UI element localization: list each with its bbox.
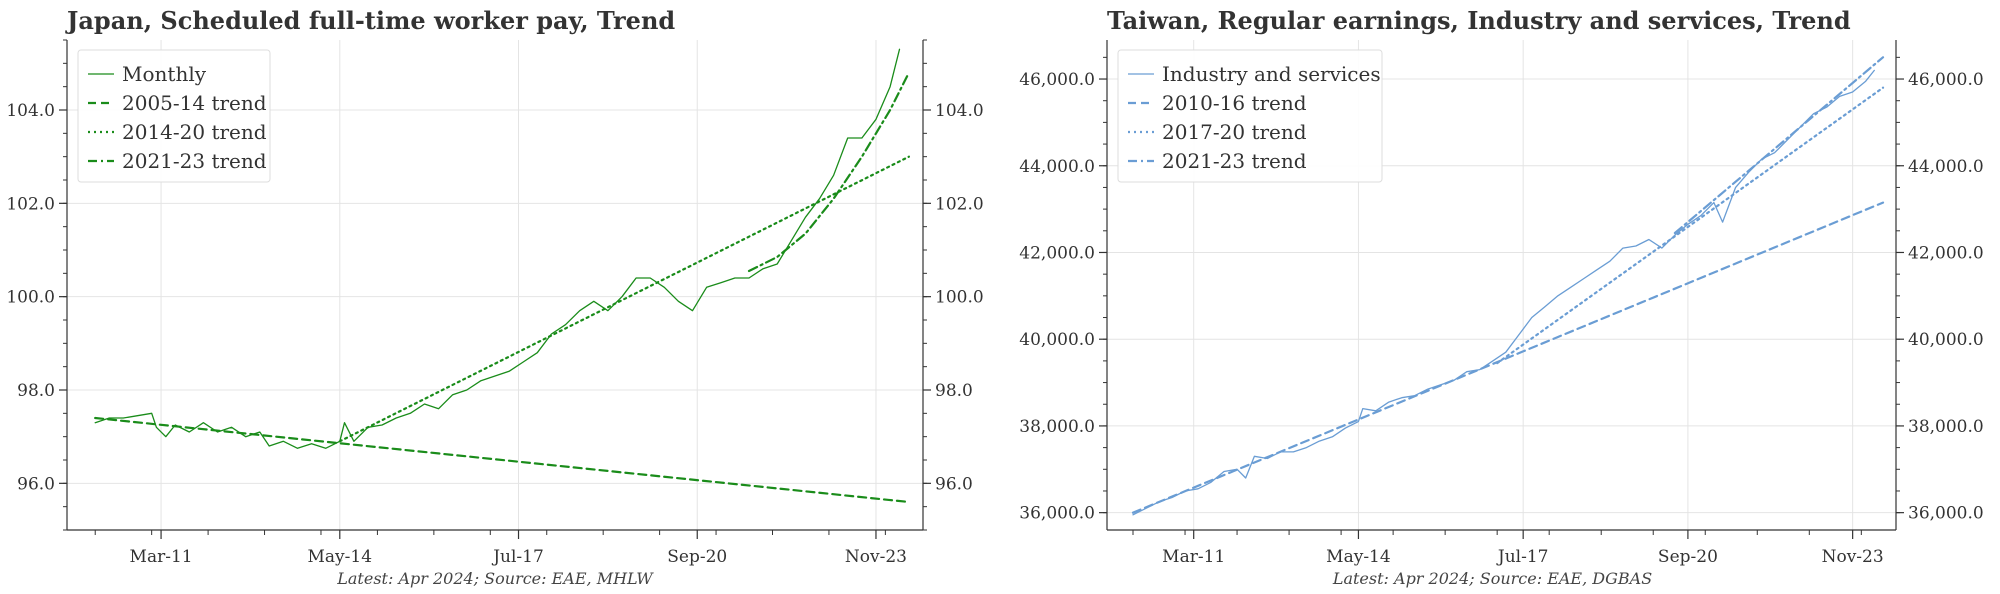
chart-title: Japan, Scheduled full-time worker pay, T… — [67, 6, 676, 35]
axes: 36,000.0 36,000.0 38,000.0 38,000.0 40,000.0… — [1019, 40, 1984, 567]
y-tick-label-left: 98.0 — [17, 381, 55, 401]
chart-caption: Latest: Apr 2024; Source: EAE, MHLW — [337, 569, 653, 588]
series-line-dashdot — [1673, 56, 1885, 235]
x-tick-label: Nov-23 — [845, 547, 907, 567]
y-tick-label-right: 98.0 — [935, 381, 973, 401]
series-line-dashed — [1131, 201, 1885, 514]
y-tick-label-left: 104.0 — [6, 101, 55, 121]
legend-box — [1117, 49, 1383, 183]
y-tick-label-left: 100.0 — [6, 288, 55, 308]
x-tick-label: Jul-17 — [491, 547, 544, 567]
chart-panel-taiwan: Taiwan, Regular earnings, Industry and s… — [1000, 0, 2000, 594]
y-tick-label-right: 100.0 — [935, 288, 984, 308]
x-tick-label: May-14 — [308, 547, 373, 567]
series-line-solid — [94, 48, 901, 449]
y-tick-label-right: 46,000.0 — [1908, 70, 1984, 90]
y-tick-label-left: 42,000.0 — [1019, 243, 1095, 263]
legend: Monthly 2005-14 trend 2014-20 trend 2021-23… — [77, 49, 271, 183]
legend-label: 2021-23 trend — [1162, 149, 1307, 173]
chart-panel-japan: Japan, Scheduled full-time worker pay, T… — [6, 6, 984, 588]
y-tick-label-right: 40,000.0 — [1908, 330, 1984, 350]
y-tick-label-right: 44,000.0 — [1908, 157, 1984, 177]
legend-label: Monthly — [122, 62, 207, 86]
x-tick-label: Sep-20 — [667, 547, 727, 567]
legend-label: 2010-16 trend — [1162, 91, 1307, 115]
chart-svg-japan: 96.0 96.0 98.0 98.0 100.0 100.0 102.0 102.0 104.… — [6, 39, 984, 567]
y-tick-label-right: 102.0 — [935, 194, 984, 214]
y-tick-label-left: 38,000.0 — [1019, 417, 1095, 437]
legend-label: 2017-20 trend — [1162, 120, 1307, 144]
y-tick-label-right: 104.0 — [935, 101, 984, 121]
grid — [67, 40, 923, 530]
series-line-dashed — [94, 416, 910, 504]
chart-title: Taiwan, Regular earnings, Industry and s… — [1107, 6, 1851, 35]
legend-label: Industry and services — [1162, 62, 1381, 86]
y-tick-label-left: 44,000.0 — [1019, 157, 1095, 177]
legend-label: 2005-14 trend — [122, 91, 267, 115]
y-tick-label-left: 46,000.0 — [1019, 70, 1095, 90]
x-tick-label: Mar-11 — [130, 547, 193, 567]
legend: Industry and services 2010-16 trend 2017-2… — [1117, 49, 1383, 183]
series-group — [1131, 56, 1885, 516]
chart-svg-taiwan: 36,000.0 36,000.0 38,000.0 38,000.0 40,000.0… — [1019, 40, 1984, 567]
x-tick-label: May-14 — [1326, 547, 1391, 567]
series-line-dotted — [1496, 86, 1885, 365]
axes: 96.0 96.0 98.0 98.0 100.0 100.0 102.0 102.0 104.… — [6, 39, 984, 567]
y-tick-label-right: 96.0 — [935, 474, 973, 494]
y-tick-label-right: 42,000.0 — [1908, 243, 1984, 263]
y-tick-label-right: 36,000.0 — [1908, 504, 1984, 524]
series-group — [94, 48, 910, 504]
y-tick-label-left: 40,000.0 — [1019, 330, 1095, 350]
x-tick-label: Sep-20 — [1658, 547, 1718, 567]
chart-caption: Latest: Apr 2024; Source: EAE, DGBAS — [1332, 569, 1653, 588]
y-tick-label-right: 38,000.0 — [1908, 417, 1984, 437]
legend-label: 2014-20 trend — [122, 120, 267, 144]
y-tick-label-left: 96.0 — [17, 474, 55, 494]
legend-label: 2021-23 trend — [122, 149, 267, 173]
y-tick-label-left: 102.0 — [6, 194, 55, 214]
x-tick-label: Mar-11 — [1162, 547, 1225, 567]
x-tick-label: Nov-23 — [1822, 547, 1884, 567]
series-line-dashdot — [747, 71, 910, 273]
series-line-dotted — [338, 155, 910, 443]
x-tick-label: Jul-17 — [1496, 547, 1549, 567]
y-tick-label-left: 36,000.0 — [1019, 504, 1095, 524]
legend-box — [77, 49, 271, 183]
